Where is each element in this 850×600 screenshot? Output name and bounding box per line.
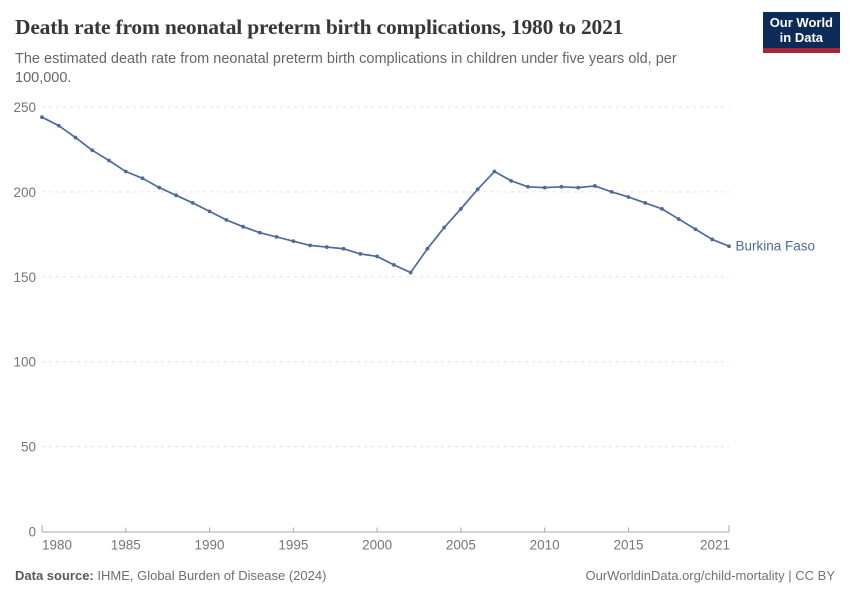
data-point[interactable] — [291, 239, 296, 244]
data-source-label: Data source: — [15, 568, 94, 583]
data-point[interactable] — [526, 184, 530, 189]
data-point[interactable] — [710, 237, 715, 242]
license-link[interactable]: OurWorldinData.org/child-mortality | CC … — [585, 568, 836, 583]
data-point[interactable] — [257, 230, 262, 235]
data-point[interactable] — [73, 135, 78, 140]
owid-logo-line1: Our World — [769, 15, 833, 30]
data-point[interactable] — [727, 244, 731, 249]
data-point[interactable] — [391, 263, 396, 267]
x-axis-tick-label: 1995 — [278, 538, 308, 553]
data-point[interactable] — [492, 169, 497, 174]
data-point[interactable] — [693, 227, 698, 232]
data-point[interactable] — [324, 245, 329, 249]
page-title: Death rate from neonatal preterm birth c… — [15, 15, 624, 39]
data-point[interactable] — [375, 254, 380, 259]
data-point[interactable] — [123, 169, 128, 174]
data-source-value: IHME, Global Burden of Disease (2024) — [93, 568, 327, 583]
data-point[interactable] — [40, 115, 44, 120]
data-point[interactable] — [56, 123, 61, 128]
data-point[interactable] — [593, 184, 597, 188]
y-axis-tick-label: 150 — [13, 270, 36, 285]
data-point[interactable] — [308, 243, 312, 248]
data-point[interactable] — [274, 234, 279, 239]
chart-line[interactable] — [41, 116, 730, 274]
data-point[interactable] — [358, 251, 363, 256]
data-point[interactable] — [475, 187, 480, 192]
data-point[interactable] — [90, 148, 95, 153]
data-point[interactable] — [425, 246, 430, 251]
data-point[interactable] — [509, 178, 514, 183]
data-point[interactable] — [442, 225, 447, 230]
data-point[interactable] — [241, 224, 245, 229]
owid-logo[interactable]: Our World in Data — [762, 12, 840, 53]
data-point[interactable] — [542, 185, 547, 190]
data-point[interactable] — [190, 201, 195, 205]
data-point[interactable] — [157, 185, 162, 190]
y-axis-tick-label: 250 — [13, 100, 36, 115]
data-point[interactable] — [459, 206, 463, 211]
x-axis-tick-label: 2021 — [700, 538, 730, 553]
data-point[interactable] — [643, 201, 648, 205]
series-entity-label[interactable]: Burkina Faso — [736, 239, 816, 254]
x-axis-tick-label: 2000 — [362, 538, 392, 553]
x-axis-tick-label: 2010 — [530, 538, 560, 553]
data-point[interactable] — [408, 270, 413, 275]
data-point[interactable] — [140, 176, 145, 181]
chart-footer: Data source: IHME, Global Burden of Dise… — [15, 568, 835, 583]
x-axis-tick-label: 2005 — [446, 538, 476, 553]
x-axis-tick-label: 1980 — [42, 538, 72, 553]
data-source-note: Data source: IHME, Global Burden of Dise… — [15, 568, 326, 583]
data-point[interactable] — [224, 218, 229, 222]
data-point[interactable] — [207, 209, 212, 214]
y-axis-tick-label: 0 — [28, 525, 36, 540]
x-axis-tick-label: 1985 — [111, 538, 141, 553]
data-point[interactable] — [174, 193, 178, 198]
data-point[interactable] — [576, 185, 581, 190]
x-axis-tick-label: 1990 — [195, 538, 225, 553]
y-axis-tick-label: 50 — [21, 440, 36, 455]
data-point[interactable] — [660, 206, 664, 211]
owid-logo-line2: in Data — [779, 30, 824, 46]
data-point[interactable] — [609, 190, 614, 194]
data-point[interactable] — [626, 195, 631, 199]
data-point[interactable] — [676, 217, 681, 221]
data-point[interactable] — [341, 246, 346, 251]
y-axis-tick-label: 200 — [13, 185, 36, 200]
data-point[interactable] — [559, 184, 564, 189]
data-point[interactable] — [107, 158, 111, 163]
x-axis-tick-label: 2015 — [613, 538, 643, 553]
y-axis-tick-label: 100 — [13, 355, 36, 370]
chart-subtitle: The estimated death rate from neonatal p… — [15, 51, 677, 86]
